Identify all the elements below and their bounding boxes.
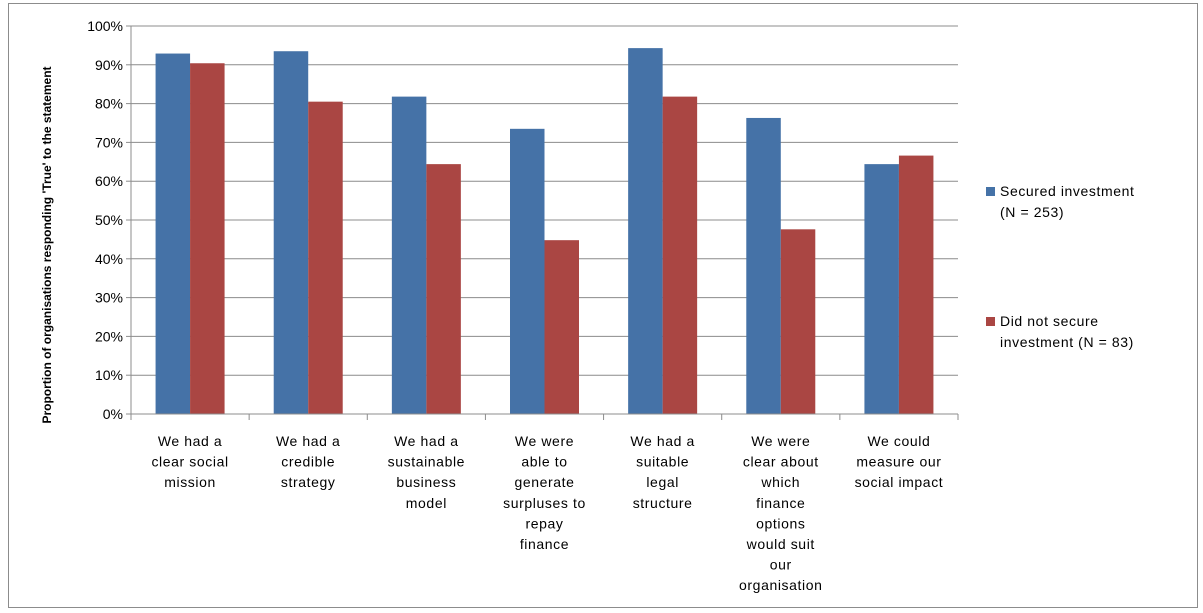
bar-series-2 [898,155,934,415]
x-category-label: We had a suitable legal structure [630,433,694,511]
legend-label-series-2: Did not secure investment (N = 83) [1000,313,1134,350]
bar-series-1 [864,164,899,414]
bar-series-2 [426,164,461,414]
bar-series-1 [746,117,781,415]
y-axis-label: Proportion of organisations responding '… [40,66,54,423]
y-tick-label: 30% [95,290,123,306]
bar-series-1 [273,51,309,414]
axes [126,25,959,420]
bar-series-1 [510,128,545,414]
bar-series-2 [544,240,579,414]
x-category-label: We had a clear social mission [151,433,228,490]
y-tick-label: 90% [95,57,123,73]
legend-label-series-1: Secured investment (N = 253) [1000,183,1135,220]
bar-series-1 [155,53,191,414]
gridlines [131,25,958,376]
y-tick-label: 100% [87,18,123,34]
bar-series-2 [190,63,225,415]
y-tick-label: 50% [95,212,123,228]
y-tick-label: 80% [95,96,123,112]
y-tick-label: 20% [95,328,123,344]
x-category-label: We had a sustainable business model [388,433,465,511]
y-tick-label: 40% [95,251,123,267]
bars [155,48,934,415]
y-tick-label: 0% [103,406,123,422]
y-tick-label: 60% [95,173,123,189]
y-axis-ticks: 0% 10% 20% 30% 40% 50% 60% 70% 80% 90% 100% [87,18,123,422]
x-category-label: We could measure our social impact [855,433,944,490]
bar-series-1 [391,96,427,414]
y-tick-label: 70% [95,134,123,150]
x-category-label: We were clear about which finance options wou… [739,433,822,593]
bar-series-1 [628,48,663,415]
legend-swatch-series-2 [986,317,995,326]
bar-series-2 [662,96,698,414]
bar-series-2 [780,229,816,414]
legend: Secured investment (N = 253) Did not secur… [986,183,1135,350]
x-axis-category-labels: We had a clear social mission We had a credi… [151,433,944,593]
x-category-label: We had a credible strategy [276,433,340,490]
x-category-label: We were able to generate surpluses to repay f… [503,433,586,552]
legend-swatch-series-1 [986,187,995,196]
y-tick-label: 10% [95,367,123,383]
bar-series-2 [308,101,343,414]
